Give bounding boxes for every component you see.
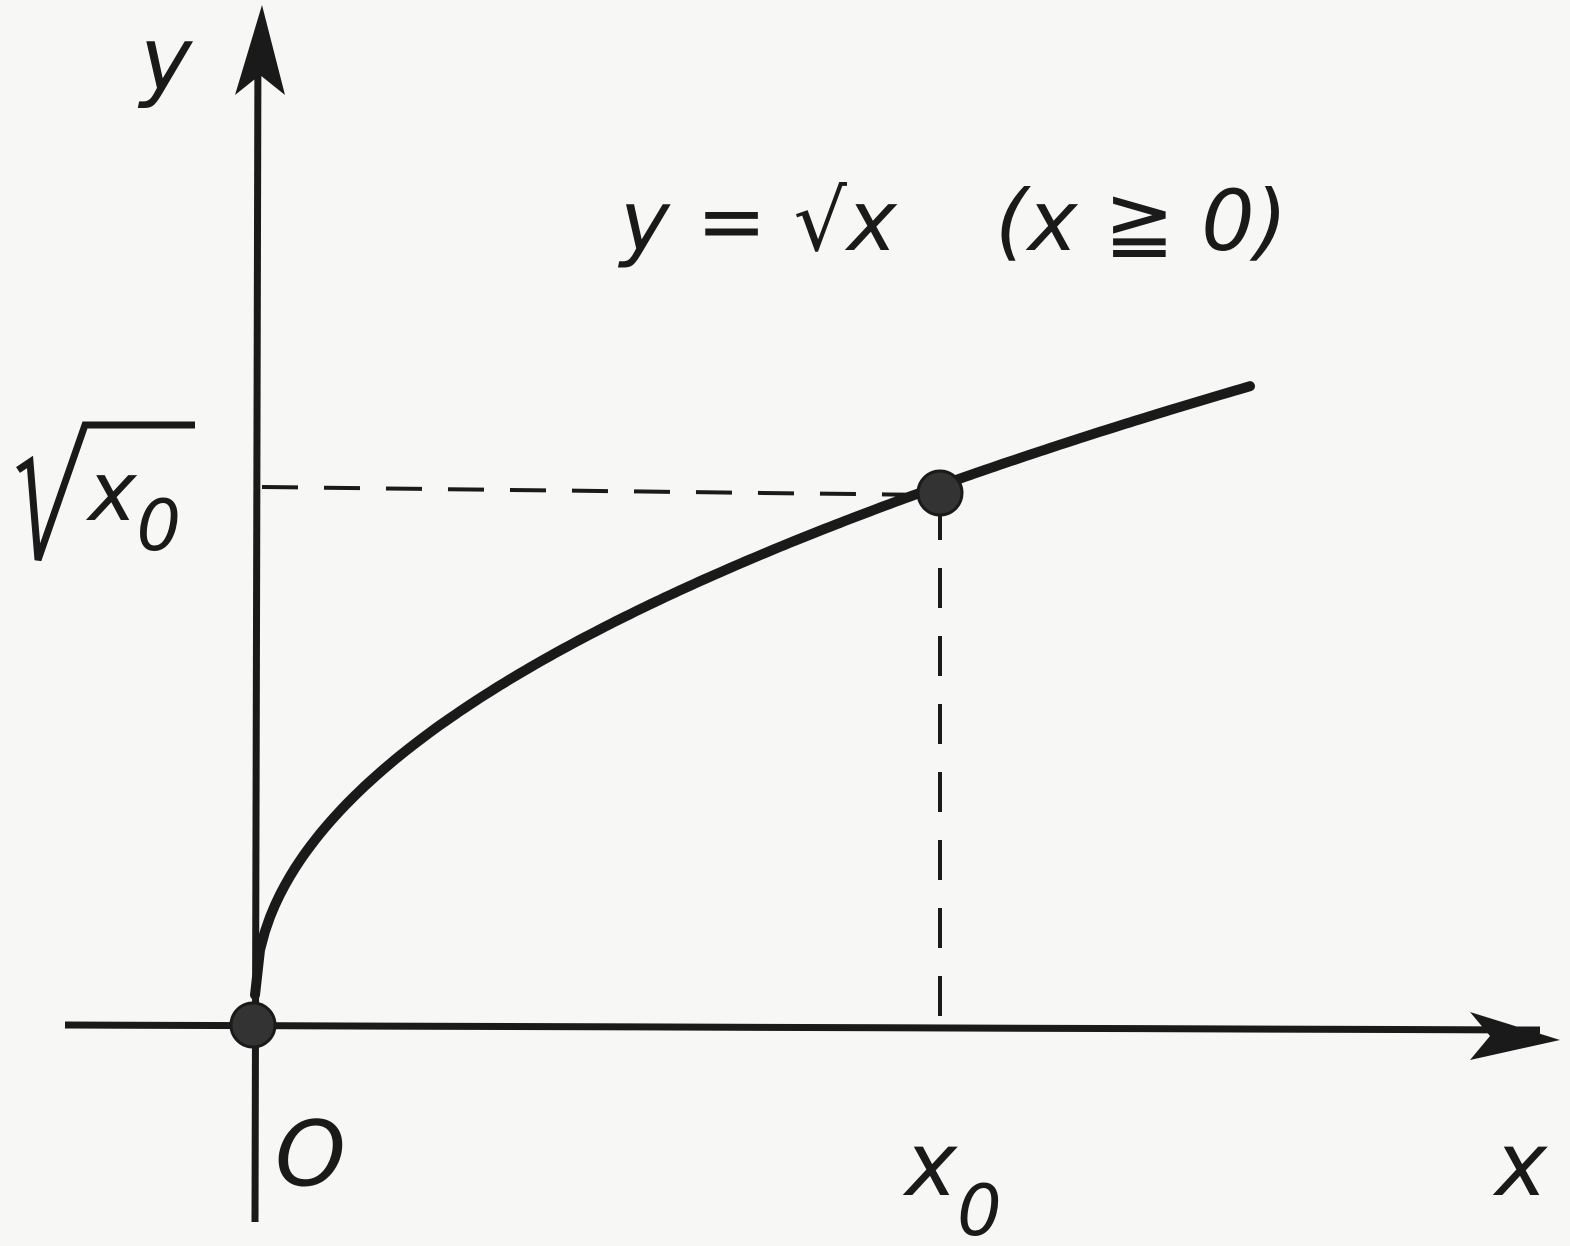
radical-sign <box>16 421 195 562</box>
y-axis-arrow <box>235 5 285 95</box>
x0-point <box>916 469 964 517</box>
y-axis-label: y <box>137 8 194 111</box>
horizontal-guide <box>261 485 936 497</box>
origin-label: O <box>275 1102 346 1207</box>
x0-subscript: 0 <box>957 1170 1002 1246</box>
x-axis <box>64 1021 1541 1034</box>
sqrt-curve <box>250 381 1255 1000</box>
x0-label: x0 <box>902 1113 1002 1246</box>
x-axis-arrow <box>1470 1012 1560 1060</box>
curve-domain: (x ≧ 0) <box>995 172 1287 270</box>
svg-text:x0: x0 <box>85 445 181 567</box>
x-axis-label: x <box>1492 1113 1548 1216</box>
curve-equation: y = √x <box>617 172 898 270</box>
sqrt-x0-label: x0 <box>16 421 195 567</box>
origin-point <box>229 1001 277 1049</box>
